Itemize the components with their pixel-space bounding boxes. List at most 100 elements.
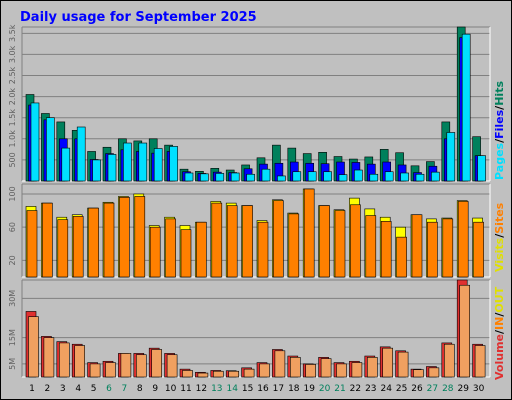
- x-tick-label-day-5: 5: [91, 384, 97, 394]
- out-bar-day-18: [289, 357, 301, 378]
- out-bar-day-3: [58, 342, 70, 378]
- y-tick-label: 1.0k: [8, 130, 17, 148]
- panel-bg: [22, 27, 490, 181]
- legend-hits: Hits: [493, 81, 506, 106]
- out-bar-day-17: [274, 350, 286, 378]
- y-tick-label: 100: [8, 186, 17, 201]
- out-bar-day-20: [320, 358, 332, 378]
- x-tick-label-day-28: 28: [442, 384, 454, 394]
- y-tick-label: 15M: [8, 329, 17, 346]
- out-bar-day-28: [443, 343, 455, 378]
- sites-bar-day-26: [411, 214, 423, 278]
- sites-bar-day-15: [242, 205, 253, 278]
- pages-bar-day-14: [230, 172, 240, 182]
- pages-bar-day-22: [354, 169, 363, 182]
- legend-visits: Visits: [493, 237, 506, 272]
- sites-bar-day-22: [350, 204, 361, 278]
- pages-bar-day-18: [292, 171, 302, 182]
- legend-files: Files: [493, 109, 506, 139]
- y-tick-label: 20: [8, 255, 17, 265]
- x-tick-label-day-14: 14: [226, 384, 238, 394]
- x-tick-label-day-3: 3: [60, 384, 66, 394]
- pages-bar-day-12: [200, 173, 209, 182]
- x-tick-label-day-15: 15: [242, 384, 253, 394]
- y-tick-label: 5M: [8, 358, 17, 370]
- out-bar-day-13: [213, 370, 224, 378]
- legend-pages-files-hits: Pages/Files/Hits: [493, 81, 506, 180]
- x-axis-day-labels: 1 2 3 4 5 6 7 8 9 10 11 12 13 14 15 16 17 18 19 20 21 22 23 24 2…: [29, 384, 484, 394]
- x-tick-label-day-19: 19: [303, 384, 315, 394]
- out-bar-day-29: [459, 284, 471, 378]
- pages-bar-day-7: [123, 142, 132, 182]
- pages-bar-day-30: [477, 155, 486, 182]
- x-tick-label-day-17: 17: [273, 384, 284, 394]
- x-tick-label-day-12: 12: [196, 384, 207, 394]
- out-bar-day-27: [428, 367, 440, 378]
- x-tick-label-day-9: 9: [152, 384, 158, 394]
- x-tick-label-day-8: 8: [137, 384, 143, 394]
- sites-bar-day-9: [149, 226, 161, 278]
- pages-bar-day-25: [400, 172, 409, 182]
- pages-bar-day-2: [46, 117, 55, 182]
- legend-out: OUT: [493, 286, 506, 312]
- pages-bar-day-5: [92, 159, 101, 182]
- sites-bar-day-17: [273, 200, 284, 278]
- pages-bar-day-28: [446, 132, 456, 182]
- y-tick-label: 2.0k: [8, 88, 17, 106]
- legend-sites: Sites: [493, 202, 506, 233]
- out-bar-day-25: [397, 351, 409, 378]
- sites-bar-day-14: [226, 205, 238, 278]
- x-tick-label-day-13: 13: [211, 384, 222, 394]
- x-tick-label-day-7: 7: [122, 384, 128, 394]
- pages-bar-day-16: [261, 168, 271, 182]
- y-tick-label: 1.5k: [8, 109, 17, 127]
- x-tick-label-day-25: 25: [396, 384, 407, 394]
- out-bar-day-22: [351, 362, 363, 378]
- sites-bar-day-1: [26, 210, 38, 278]
- legend-in: IN: [493, 317, 506, 330]
- out-bar-day-11: [182, 370, 193, 378]
- x-tick-label-day-2: 2: [45, 384, 51, 394]
- legend-volume: Volume: [493, 334, 506, 380]
- sites-bar-day-21: [334, 210, 346, 278]
- y-tick-label: 2.5k: [8, 66, 17, 84]
- out-bar-day-24: [382, 347, 394, 378]
- sites-bar-day-27: [427, 221, 438, 278]
- sites-bar-day-23: [365, 215, 377, 278]
- out-bar-day-14: [228, 370, 239, 378]
- svg-text:Pages/Files/Hits: Pages/Files/Hits: [493, 81, 506, 180]
- pages-bar-day-17: [277, 175, 286, 182]
- sites-bar-day-20: [319, 205, 330, 278]
- out-bar-day-15: [243, 368, 255, 378]
- out-bar-day-30: [474, 345, 486, 378]
- pages-bar-day-15: [246, 173, 255, 182]
- x-tick-label-day-10: 10: [165, 384, 177, 394]
- pages-bar-day-20: [323, 171, 332, 182]
- sites-bar-day-2: [42, 202, 53, 278]
- out-bar-day-6: [105, 362, 116, 378]
- sites-bar-day-12: [196, 221, 207, 278]
- pages-bar-day-8: [138, 142, 148, 182]
- x-tick-label-day-16: 16: [257, 384, 269, 394]
- pages-bar-day-9: [153, 148, 163, 182]
- pages-bar-day-26: [415, 173, 425, 182]
- sites-bar-day-16: [257, 221, 269, 278]
- sites-bar-day-24: [380, 221, 392, 278]
- sites-bar-day-6: [103, 202, 115, 278]
- chart-title: Daily usage for September 2025: [20, 10, 257, 25]
- sites-bar-day-28: [442, 218, 454, 278]
- sites-bar-day-3: [57, 219, 69, 278]
- x-tick-label-day-23: 23: [365, 384, 376, 394]
- x-tick-label-day-20: 20: [319, 384, 331, 394]
- x-tick-label-day-1: 1: [29, 384, 35, 394]
- sites-bar-day-25: [396, 236, 407, 278]
- out-bar-day-4: [74, 345, 85, 378]
- y-tick-label: 3.0k: [8, 45, 17, 63]
- x-tick-label-day-30: 30: [473, 384, 485, 394]
- pages-bar-day-6: [107, 154, 117, 182]
- sites-bar-day-30: [473, 221, 484, 278]
- x-tick-label-day-26: 26: [411, 384, 423, 394]
- y-tick-label: 30M: [8, 290, 17, 307]
- pages-bar-day-11: [184, 172, 194, 182]
- out-bar-day-23: [366, 357, 378, 378]
